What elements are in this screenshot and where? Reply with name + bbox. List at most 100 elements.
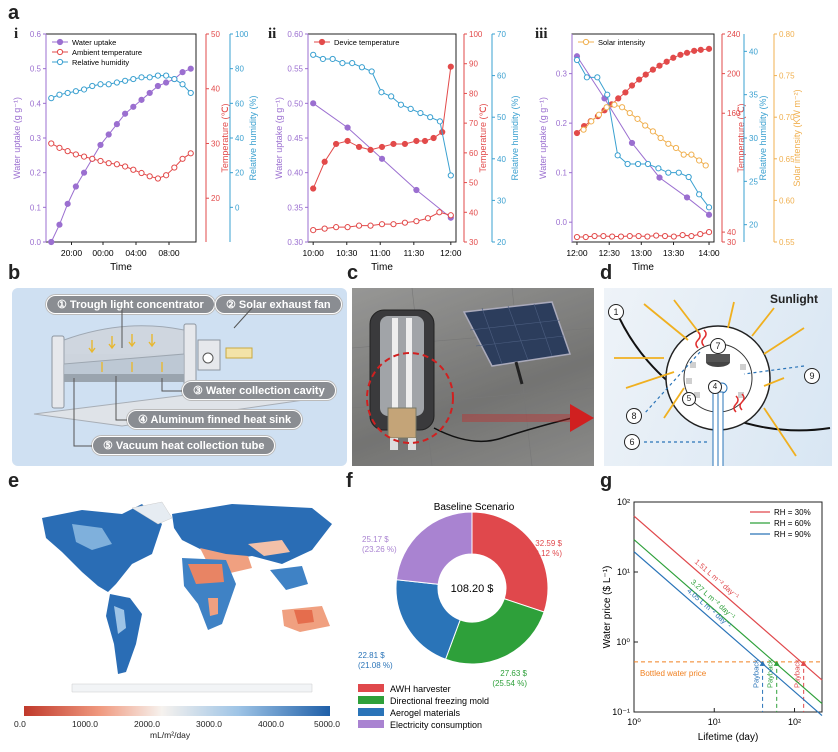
- chart-a-iii: 12:00 12:30 13:00 13:30 14:00 Time 0.0 0.1 0.2 0.…: [538, 30, 802, 270]
- y-tick-label: 50: [469, 179, 478, 188]
- legend-label: Water uptake: [72, 38, 116, 47]
- data-point: [628, 139, 636, 147]
- y-tick-label: 0.35: [287, 203, 303, 212]
- y-tick-label: 240: [727, 30, 741, 39]
- data-point: [665, 140, 672, 147]
- panel-letter-g: g: [600, 470, 613, 492]
- y-axis-title: Relative humidity (%): [248, 95, 258, 180]
- data-point: [378, 155, 386, 162]
- data-point: [390, 140, 397, 148]
- data-point: [163, 172, 170, 179]
- label-vacuum-heat-collection-tube: ⑤ Vacuum heat collection tube: [92, 436, 276, 455]
- y-axis-title: Temperature (℃): [220, 103, 230, 172]
- data-point: [614, 152, 621, 159]
- data-point: [583, 74, 590, 81]
- data-point: [685, 173, 692, 181]
- pie-slice: [444, 598, 545, 665]
- data-point: [413, 186, 420, 194]
- y-tick-label: 0.40: [287, 169, 303, 178]
- x-axis-title: Lifetime (day): [698, 732, 759, 743]
- y-tick-label: 0.5: [30, 65, 42, 74]
- data-point: [154, 175, 162, 182]
- data-point: [48, 140, 55, 147]
- y-tick-label: 0.1: [556, 169, 568, 178]
- y-tick-label: 35: [749, 91, 758, 100]
- data-point: [122, 110, 129, 117]
- data-point: [89, 82, 96, 90]
- data-point: [367, 146, 374, 153]
- panel-letter-e: e: [8, 470, 20, 492]
- data-point: [679, 231, 686, 239]
- x-tick-label: 08:00: [158, 248, 180, 258]
- data-point: [138, 96, 145, 103]
- data-point: [644, 233, 651, 240]
- data-point: [635, 232, 642, 240]
- slice-value-label: 32.59 $: [535, 539, 562, 548]
- data-point: [447, 63, 454, 70]
- y-tick-label: 80: [235, 65, 244, 74]
- y-tick-label: 0.65: [779, 155, 795, 164]
- data-point: [388, 93, 395, 100]
- data-point: [626, 232, 633, 240]
- x-tick-label: 14:00: [698, 248, 720, 258]
- series-line: [51, 143, 192, 180]
- data-point: [696, 191, 703, 198]
- plot-frame: [633, 501, 823, 713]
- data-point: [378, 221, 386, 228]
- data-point: [642, 122, 649, 129]
- data-point: [677, 51, 684, 58]
- colorbar-tick: 2000.0: [134, 719, 160, 729]
- y-axis-title: Temperature (℃): [478, 103, 488, 172]
- label-trough-light-concentrator: ① Trough light concentrator: [46, 295, 215, 314]
- chart-f-pie: Baseline Scenario 32.59 $(30.12 %) 27.63 $…: [358, 502, 563, 730]
- series-line: [633, 551, 823, 716]
- x-tick-label: 10¹: [708, 717, 721, 727]
- data-point: [672, 144, 680, 152]
- data-point: [187, 89, 194, 97]
- y-tick-label: 0.30: [287, 238, 303, 247]
- world-map-illustration: [42, 501, 332, 693]
- data-point: [617, 233, 625, 240]
- data-point: [163, 79, 170, 86]
- y-tick-label: 0.80: [779, 30, 795, 39]
- payback-marker: [759, 660, 766, 666]
- slice-value-label: 25.17 $: [362, 535, 389, 544]
- legend-label: Directional freezing mold: [390, 696, 489, 706]
- data-point: [368, 68, 375, 75]
- y-tick-label: 0.60: [779, 196, 795, 205]
- data-point: [97, 141, 104, 149]
- colorbar-ticks: 0.0 1000.0 2000.0 3000.0 4000.0 5000.0: [14, 719, 344, 731]
- slice-percent-label: (25.54 %): [492, 679, 527, 688]
- x-tick-label: 04:00: [125, 248, 147, 258]
- data-point: [72, 151, 79, 158]
- y-tick-label: 70: [469, 119, 478, 128]
- data-point: [97, 157, 104, 165]
- data-point: [319, 55, 327, 63]
- label-water-collection-cavity: ③ Water collection cavity: [182, 381, 336, 400]
- marker-6: 6: [624, 434, 640, 450]
- data-point: [171, 75, 178, 83]
- data-point: [56, 91, 63, 98]
- data-point: [656, 62, 663, 69]
- device-diagram-panel: ① Trough light concentrator ② Solar exha…: [12, 288, 347, 466]
- y-axis-title: Temperature (℃): [736, 103, 746, 172]
- panel-letter-a: a: [8, 2, 20, 24]
- data-point: [580, 126, 587, 133]
- data-point: [72, 183, 79, 190]
- y-tick-label: 50: [497, 113, 506, 122]
- data-point: [397, 101, 405, 108]
- x-axis-title: Time: [632, 262, 654, 270]
- data-point: [697, 46, 704, 53]
- y-tick-label: 0.45: [287, 134, 303, 143]
- data-point: [339, 60, 346, 67]
- payback-label: Payback: [793, 659, 802, 688]
- data-point: [675, 169, 682, 176]
- data-point: [64, 89, 71, 97]
- data-point: [378, 143, 386, 151]
- y-tick-label: 30: [749, 134, 758, 143]
- y-axis-title: Solar intensity (KW m⁻²): [792, 89, 802, 186]
- y-tick-label: 40: [235, 134, 244, 143]
- y-tick-label: 0.2: [30, 169, 42, 178]
- legend-label: AWH harvester: [390, 684, 451, 694]
- x-tick-label: 12:30: [599, 248, 621, 258]
